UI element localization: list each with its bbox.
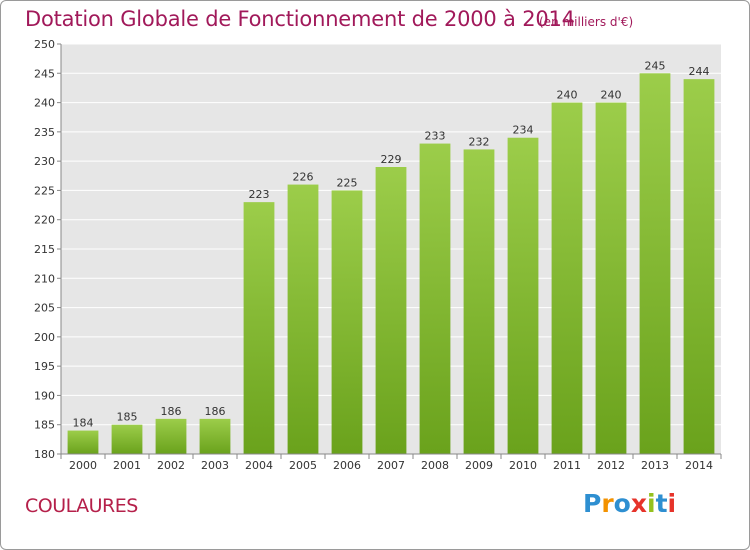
logo-letter: i xyxy=(667,489,677,518)
proxiti-logo[interactable]: Proxiti xyxy=(583,489,676,518)
chart-title: Dotation Globale de Fonctionnement de 20… xyxy=(25,7,575,31)
bar xyxy=(331,190,363,454)
bar xyxy=(463,149,495,454)
bar xyxy=(419,143,451,455)
bar-value-label: 240 xyxy=(557,89,578,102)
x-tick-label: 2001 xyxy=(113,459,141,472)
logo-letter: t xyxy=(655,489,668,518)
y-tick-label: 215 xyxy=(34,243,55,256)
x-tick-label: 2014 xyxy=(685,459,713,472)
bar-value-label: 234 xyxy=(513,124,534,137)
y-tick-label: 195 xyxy=(34,360,55,373)
bar xyxy=(155,418,187,454)
y-tick-label: 205 xyxy=(34,302,55,315)
y-tick-label: 220 xyxy=(34,214,55,227)
bar-value-label: 229 xyxy=(381,153,402,166)
x-tick-label: 2004 xyxy=(245,459,273,472)
x-tick-label: 2006 xyxy=(333,459,361,472)
y-tick-label: 200 xyxy=(34,331,55,344)
x-tick-label: 2013 xyxy=(641,459,669,472)
x-tick-label: 2012 xyxy=(597,459,625,472)
x-tick-label: 2007 xyxy=(377,459,405,472)
y-tick-label: 235 xyxy=(34,126,55,139)
y-tick-label: 230 xyxy=(34,155,55,168)
bar-value-label: 184 xyxy=(73,417,94,430)
bar xyxy=(639,73,671,455)
bar xyxy=(287,184,319,455)
place-name: COULAURES xyxy=(25,495,138,517)
bar-value-label: 186 xyxy=(161,405,182,418)
bar xyxy=(67,430,99,454)
bar xyxy=(375,167,407,454)
bar-value-label: 225 xyxy=(337,176,358,189)
x-tick-label: 2009 xyxy=(465,459,493,472)
bar xyxy=(595,102,627,455)
y-tick-label: 240 xyxy=(34,97,55,110)
x-tick-label: 2005 xyxy=(289,459,317,472)
bar-value-label: 232 xyxy=(469,135,490,148)
x-tick-label: 2003 xyxy=(201,459,229,472)
bar-value-label: 233 xyxy=(425,130,446,143)
bar-value-label: 223 xyxy=(249,188,270,201)
y-tick-label: 210 xyxy=(34,272,55,285)
bar xyxy=(111,424,143,454)
bar xyxy=(199,418,231,454)
logo-letter: x xyxy=(630,489,647,518)
bar xyxy=(507,137,539,454)
bar-value-label: 226 xyxy=(293,171,314,184)
y-tick-label: 180 xyxy=(34,448,55,461)
bar-value-label: 185 xyxy=(117,411,138,424)
y-tick-label: 185 xyxy=(34,419,55,432)
y-tick-label: 190 xyxy=(34,389,55,402)
x-tick-label: 2010 xyxy=(509,459,537,472)
bar-value-label: 186 xyxy=(205,405,226,418)
x-tick-label: 2002 xyxy=(157,459,185,472)
logo-letter: o xyxy=(613,489,631,518)
logo-letter: r xyxy=(601,489,614,518)
y-tick-label: 250 xyxy=(34,38,55,51)
y-tick-label: 225 xyxy=(34,184,55,197)
x-tick-label: 2008 xyxy=(421,459,449,472)
bar xyxy=(551,102,583,455)
logo-letter: P xyxy=(583,489,602,518)
y-tick-label: 245 xyxy=(34,67,55,80)
bar-value-label: 244 xyxy=(689,65,710,78)
x-tick-label: 2011 xyxy=(553,459,581,472)
chart-subtitle: (en milliers d'€) xyxy=(539,15,634,29)
bar-value-label: 240 xyxy=(601,89,622,102)
bar-value-label: 245 xyxy=(645,59,666,72)
bar xyxy=(243,202,275,454)
bar xyxy=(683,79,715,455)
x-tick-label: 2000 xyxy=(69,459,97,472)
logo-letter: i xyxy=(647,489,656,518)
